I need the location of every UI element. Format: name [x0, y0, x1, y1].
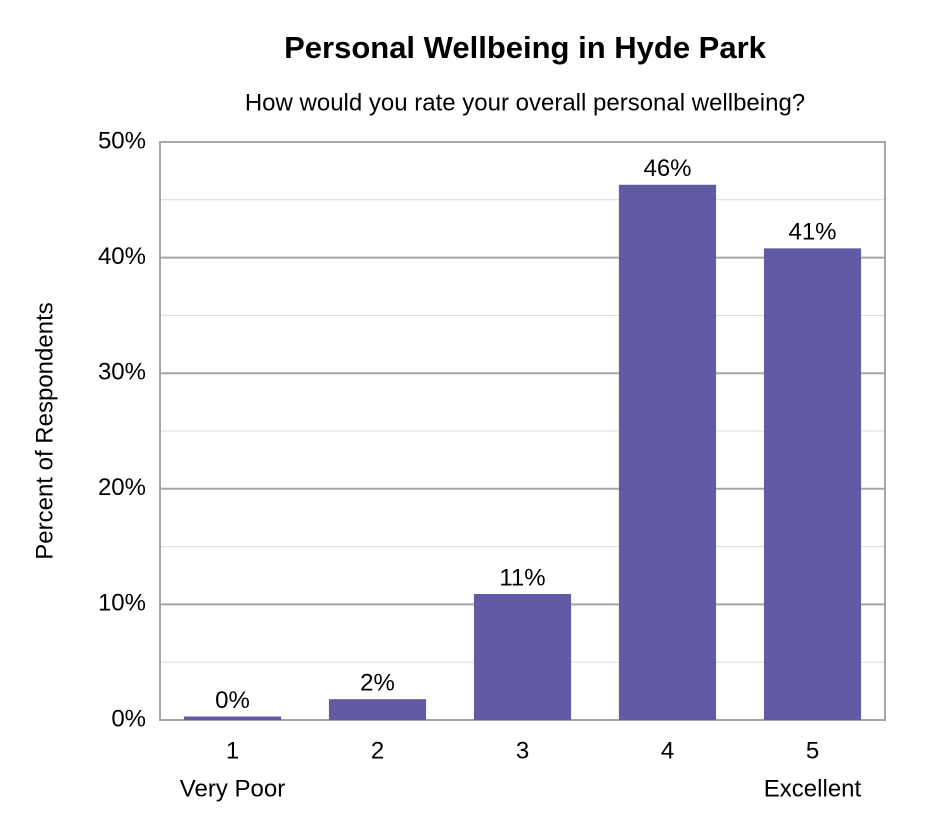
y-tick-label: 50% [98, 127, 146, 154]
y-tick-label: 30% [98, 359, 146, 386]
x-tick-sublabel: Very Poor [180, 775, 285, 802]
value-label: 0% [215, 687, 250, 714]
bar [763, 248, 862, 721]
value-label: 11% [499, 564, 545, 591]
bar [473, 593, 572, 720]
chart-title: Personal Wellbeing in Hyde Park [284, 30, 767, 65]
y-tick-label: 40% [98, 243, 146, 270]
bar [183, 716, 282, 720]
bar [328, 699, 427, 720]
y-tick-label: 0% [111, 705, 146, 732]
value-label: 2% [360, 670, 395, 697]
y-axis-label: Percent of Respondents [31, 302, 58, 560]
value-label: 41% [788, 219, 836, 246]
y-tick-label: 10% [98, 590, 146, 617]
bar [618, 184, 717, 721]
x-tick-label: 5 [806, 737, 819, 764]
chart-subtitle: How would you rate your overall personal… [245, 89, 805, 116]
x-tick-sublabel: Excellent [764, 775, 862, 802]
x-tick-label: 3 [516, 737, 529, 764]
y-tick-label: 20% [98, 474, 146, 501]
value-label: 46% [643, 155, 691, 182]
x-tick-label: 1 [226, 737, 239, 764]
x-tick-label: 2 [371, 737, 384, 764]
x-tick-label: 4 [661, 737, 674, 764]
